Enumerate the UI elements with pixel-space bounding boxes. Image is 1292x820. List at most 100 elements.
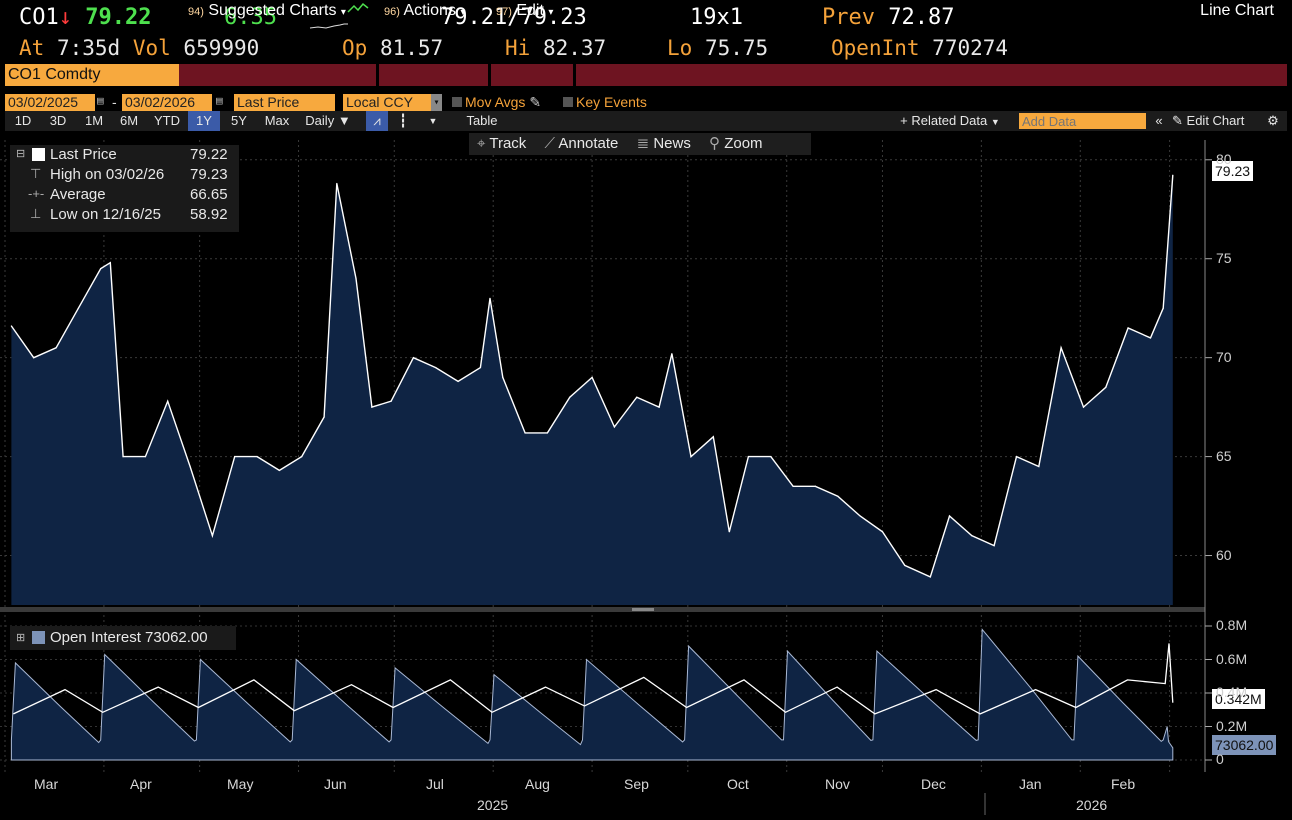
- menu-label: Edit: [516, 2, 544, 19]
- price-point: [435, 366, 437, 369]
- price-point: [747, 455, 750, 458]
- price-point: [33, 357, 35, 359]
- collapse-icon[interactable]: ⊞: [16, 632, 26, 644]
- range-button-1d[interactable]: 1D: [14, 113, 32, 128]
- menu-divider: [488, 64, 491, 86]
- start-date-input[interactable]: 03/02/2025: [5, 94, 95, 111]
- news-icon[interactable]: ≣: [636, 135, 650, 152]
- price-point: [167, 400, 169, 402]
- range-button-3d[interactable]: 3D: [49, 113, 67, 128]
- price-point: [569, 396, 571, 398]
- price-point: [77, 307, 79, 309]
- oi-value: 770274: [932, 36, 1009, 60]
- edit-chart-button[interactable]: ✎ Edit Chart: [1172, 111, 1262, 131]
- open-interest-field: OpenInt 770274: [831, 36, 1008, 60]
- annotate-icon[interactable]: ⟋: [544, 135, 555, 152]
- end-date-input[interactable]: 03/02/2026: [122, 94, 212, 111]
- price-point: [390, 400, 392, 402]
- price-point: [256, 455, 258, 458]
- quote-header: CO1↓ 79.22: [19, 5, 151, 30]
- drag-handle-icon[interactable]: [632, 608, 654, 611]
- price-point: [613, 426, 616, 428]
- suggested-charts-menu[interactable]: 94) Suggested Charts ▾: [188, 0, 346, 22]
- oi-label: OpenInt: [831, 36, 920, 60]
- range-button-ytd[interactable]: YTD: [154, 113, 180, 128]
- gear-icon[interactable]: ⚙: [1267, 113, 1279, 128]
- mov-avgs-toggle[interactable]: Mov Avgs ✎: [452, 94, 541, 111]
- calendar-icon[interactable]: ▤: [97, 94, 104, 107]
- news-tool[interactable]: News: [653, 135, 691, 152]
- legend-last-label: Last Price: [50, 146, 117, 163]
- high-field: Hi 82.37: [505, 36, 606, 60]
- price-point: [412, 357, 415, 359]
- price-point: [546, 432, 549, 434]
- chevron-down-icon[interactable]: ▼: [428, 116, 438, 126]
- related-data-menu[interactable]: + Related Data ▼: [890, 111, 1010, 131]
- range-button-6m[interactable]: 6M: [119, 113, 139, 128]
- menu-number: 96): [384, 6, 400, 18]
- actions-menu[interactable]: 96) Actions ▾: [384, 0, 465, 22]
- vol-value: 659990: [183, 36, 260, 60]
- track-tool[interactable]: Track: [489, 135, 527, 152]
- lo-label: Lo: [667, 36, 693, 60]
- chevron-down-icon[interactable]: ▾: [431, 94, 442, 111]
- menu-label: Suggested Charts: [208, 2, 337, 19]
- frequency-selector[interactable]: Daily ▼: [300, 111, 356, 131]
- chart-canvas[interactable]: [0, 131, 1292, 820]
- price-point: [859, 515, 861, 517]
- series-swatch: [32, 148, 45, 161]
- range-button-1m[interactable]: 1M: [84, 113, 104, 128]
- table-button[interactable]: Table: [466, 113, 498, 128]
- key-events-label: Key Events: [576, 94, 647, 110]
- chart-toolbar: [5, 111, 1287, 131]
- crosshair-icon[interactable]: ⌖: [477, 135, 486, 152]
- month-label: Aug: [525, 776, 550, 792]
- price-point: [1172, 174, 1174, 176]
- price-legend: ⊟ Last Price 79.22 ⊤ High on 03/02/26 79…: [10, 145, 239, 232]
- quote-row-2: At 7:35d Vol 659990: [19, 36, 259, 60]
- prev-label: Prev: [822, 5, 875, 30]
- key-events-toggle[interactable]: Key Events: [563, 94, 647, 110]
- range-button-max[interactable]: Max: [264, 113, 290, 128]
- lo-value: 75.75: [704, 36, 769, 60]
- calendar-icon[interactable]: ▤: [216, 94, 223, 107]
- price-point: [770, 455, 772, 458]
- range-button-5y[interactable]: 5Y: [231, 113, 247, 128]
- op-value: 81.57: [379, 36, 444, 60]
- zoom-tool[interactable]: Zoom: [724, 135, 763, 152]
- vol-label: Vol: [132, 36, 171, 60]
- range-button-1y[interactable]: 1Y: [188, 111, 220, 131]
- at-label: At: [19, 36, 45, 60]
- open-field: Op 81.57: [342, 36, 443, 60]
- annotate-tool[interactable]: Annotate: [558, 135, 619, 152]
- last-price-tag: 79.23: [1212, 161, 1254, 181]
- checkbox-icon[interactable]: [452, 97, 462, 107]
- collapse-icon[interactable]: ⊟: [16, 148, 26, 160]
- edit-menu[interactable]: 97) Edit ▾: [496, 0, 553, 22]
- price-tick-label: 75: [1216, 249, 1232, 266]
- price-point: [728, 531, 730, 533]
- price-point: [671, 353, 673, 355]
- security-field[interactable]: CO1 Comdty: [5, 64, 179, 86]
- search-icon[interactable]: ⚲: [709, 135, 721, 152]
- panel-divider[interactable]: [0, 607, 1205, 612]
- line-chart-icon[interactable]: ⩘: [366, 111, 388, 131]
- add-data-input[interactable]: [1019, 113, 1146, 129]
- month-label: Jan: [1019, 776, 1042, 792]
- price-point: [690, 455, 692, 458]
- checkbox-icon[interactable]: [563, 97, 573, 107]
- currency-selector[interactable]: Local CCY: [343, 94, 431, 111]
- field-selector[interactable]: Last Price: [234, 94, 335, 111]
- price-point: [1162, 307, 1164, 309]
- chart-type-label[interactable]: Line Chart: [1200, 2, 1274, 19]
- price-tick-label: 65: [1216, 447, 1232, 464]
- price-point: [524, 432, 526, 434]
- candlestick-icon[interactable]: ┇: [399, 113, 407, 128]
- price-point: [489, 297, 491, 299]
- sparkline-icon: [309, 2, 369, 29]
- pencil-icon[interactable]: ✎: [529, 94, 542, 110]
- collapse-icon[interactable]: «: [1155, 113, 1163, 128]
- month-label: May: [227, 776, 254, 792]
- down-arrow-icon: ↓: [58, 5, 72, 30]
- menu-divider: [376, 64, 379, 86]
